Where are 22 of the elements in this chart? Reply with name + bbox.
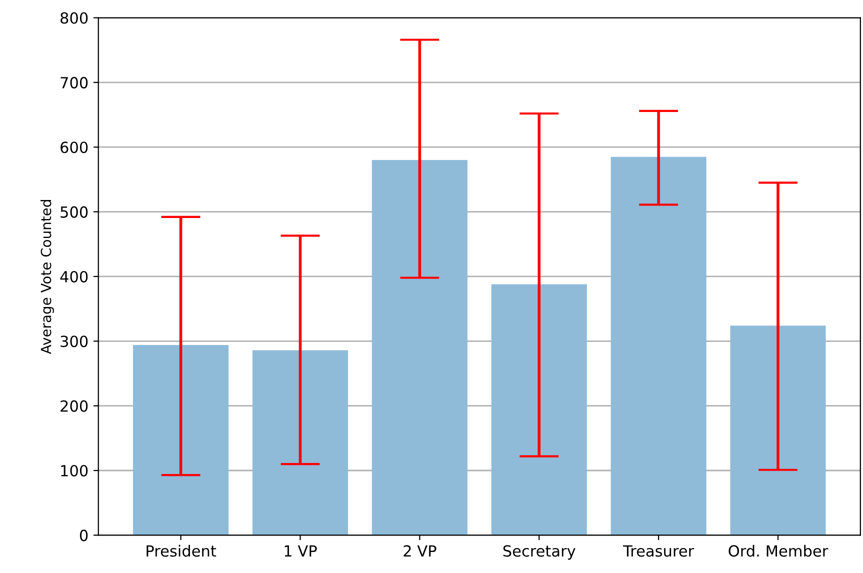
bar [252, 350, 348, 536]
y-tick-label: 400 [60, 270, 88, 282]
y-tick-label: 300 [60, 336, 88, 348]
bar [133, 345, 229, 536]
y-tick-label: 100 [61, 464, 88, 477]
y-tick-label: 800 [60, 12, 88, 24]
y-tick-label: 700 [60, 76, 88, 88]
x-tick-label: 2 VP [404, 545, 436, 557]
bar [610, 156, 706, 536]
x-tick-label: 1 VP [284, 545, 317, 557]
bar [372, 160, 468, 536]
y-tick-label: 200 [60, 400, 88, 412]
y-tick-label: 500 [60, 206, 88, 218]
x-tick-label: Treasurer [622, 545, 694, 557]
x-tick-label: Secretary [503, 545, 576, 560]
y-tick-label: 0 [80, 530, 88, 542]
x-tick-label: President [146, 544, 216, 557]
x-tick-label: Ord. Member [728, 544, 828, 557]
y-axis-title: Average Vote Counted [40, 200, 54, 354]
bar [491, 284, 587, 536]
y-tick-label: 600 [60, 142, 88, 154]
bar [730, 326, 826, 536]
